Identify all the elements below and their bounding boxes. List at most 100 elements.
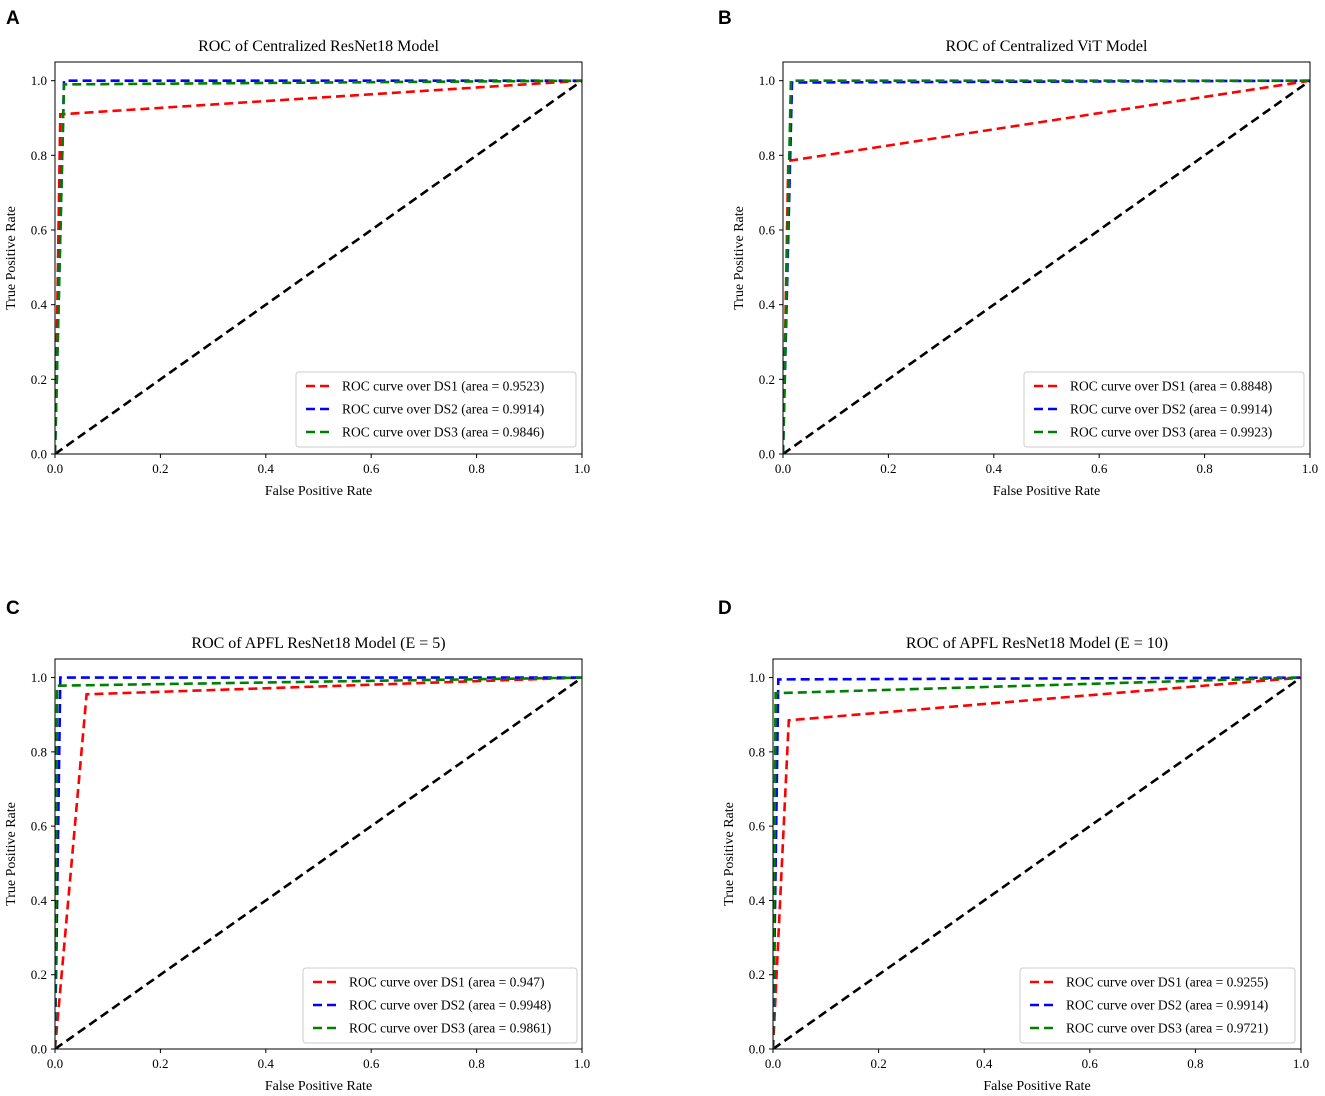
panel-letter: B — [718, 8, 732, 29]
x-tick-label: 1.0 — [1302, 461, 1318, 476]
x-axis-label: False Positive Rate — [265, 484, 372, 499]
y-tick-label: 0.8 — [31, 148, 47, 163]
y-tick-label: 0.2 — [31, 967, 47, 982]
axes-frame — [54, 658, 583, 1050]
x-tick-label: 0.8 — [1196, 461, 1212, 476]
x-tick-label: 0.4 — [976, 1056, 993, 1071]
legend: ROC curve over DS1 (area = 0.947) ROC cur… — [302, 967, 578, 1044]
chance-diagonal-line — [783, 79, 1310, 454]
roc-series-line-1 — [773, 676, 1301, 1049]
plot-area — [783, 79, 1310, 454]
x-axis-label: False Positive Rate — [265, 1079, 372, 1094]
x-tick-label: 0.0 — [765, 1056, 781, 1071]
legend-box — [1023, 371, 1305, 448]
y-tick-label: 0.2 — [31, 372, 47, 387]
x-tick-label: 0.0 — [47, 1056, 63, 1071]
x-tick-label: 1.0 — [574, 1056, 590, 1071]
x-tick-label: 0.6 — [1082, 1056, 1099, 1071]
y-axis-label: True Positive Rate — [4, 206, 19, 310]
chart-title: ROC of APFL ResNet18 Model (E = 5) — [191, 635, 445, 652]
roc-series-line-1 — [783, 79, 1310, 454]
y-axis-label: True Positive Rate — [732, 206, 747, 310]
legend-entry: ROC curve over DS2 (area = 0.9948) — [349, 998, 551, 1013]
axes-frame — [772, 658, 1302, 1050]
legend-entry: ROC curve over DS1 (area = 0.9255) — [1066, 975, 1268, 990]
roc-panel-a: A ROC of Centralized ResNet18 Model 0.0 0.2… — [4, 8, 590, 499]
axes-frame — [782, 61, 1311, 455]
plot-area — [55, 79, 582, 454]
legend-box — [302, 967, 578, 1044]
x-tick-label: 0.2 — [870, 1056, 886, 1071]
legend-box — [1019, 967, 1296, 1044]
plot-area — [773, 676, 1301, 1049]
y-tick-label: 1.0 — [749, 670, 765, 685]
roc-series-line-1 — [55, 676, 582, 1049]
chart-title: ROC of APFL ResNet18 Model (E = 10) — [906, 635, 1168, 652]
x-tick-label: 0.2 — [152, 461, 168, 476]
y-tick-label: 0.0 — [759, 447, 775, 462]
y-tick-label: 0.6 — [759, 223, 776, 238]
y-tick-label: 0.6 — [31, 223, 48, 238]
y-tick-label: 0.0 — [749, 1042, 765, 1057]
y-tick-label: 0.4 — [31, 297, 48, 312]
y-axis-label: True Positive Rate — [722, 802, 737, 906]
x-tick-label: 0.8 — [468, 1056, 484, 1071]
legend-entry: ROC curve over DS1 (area = 0.9523) — [342, 379, 544, 394]
legend-entry: ROC curve over DS3 (area = 0.9923) — [1070, 425, 1272, 440]
x-tick-label: 0.4 — [986, 461, 1003, 476]
roc-series-line-2 — [55, 676, 582, 1049]
y-tick-label: 0.8 — [749, 744, 765, 759]
x-tick-label: 0.0 — [47, 461, 63, 476]
chance-diagonal-line — [55, 676, 582, 1049]
y-tick-label: 0.2 — [749, 967, 765, 982]
x-tick-label: 0.2 — [880, 461, 896, 476]
legend-entry: ROC curve over DS2 (area = 0.9914) — [342, 402, 544, 417]
legend: ROC curve over DS1 (area = 0.9523) ROC cu… — [295, 371, 577, 448]
y-tick-label: 1.0 — [31, 73, 47, 88]
panel-letter: C — [6, 598, 20, 619]
roc-series-line-3 — [783, 79, 1310, 454]
legend-box — [295, 371, 577, 448]
x-tick-label: 1.0 — [1293, 1056, 1309, 1071]
x-tick-label: 0.8 — [1187, 1056, 1203, 1071]
chance-diagonal-line — [773, 676, 1301, 1049]
legend-entry: ROC curve over DS1 (area = 0.8848) — [1070, 379, 1272, 394]
legend-entry: ROC curve over DS2 (area = 0.9914) — [1070, 402, 1272, 417]
y-tick-label: 0.8 — [759, 148, 775, 163]
x-tick-label: 0.8 — [468, 461, 484, 476]
x-axis-label: False Positive Rate — [993, 484, 1100, 499]
x-tick-label: 0.6 — [363, 461, 380, 476]
roc-series-line-3 — [55, 79, 582, 454]
y-tick-label: 0.0 — [31, 447, 47, 462]
legend-entry: ROC curve over DS3 (area = 0.9861) — [349, 1021, 551, 1036]
y-tick-label: 0.0 — [31, 1042, 47, 1057]
x-tick-label: 0.4 — [258, 1056, 275, 1071]
legend-entry: ROC curve over DS3 (area = 0.9721) — [1066, 1021, 1268, 1036]
y-tick-label: 0.6 — [31, 819, 48, 834]
y-tick-label: 0.6 — [749, 819, 766, 834]
roc-series-line-3 — [773, 676, 1301, 1049]
panel-letter: D — [718, 598, 732, 619]
x-tick-label: 0.6 — [1091, 461, 1108, 476]
y-tick-label: 1.0 — [759, 73, 775, 88]
legend-entry: ROC curve over DS2 (area = 0.9914) — [1066, 998, 1268, 1013]
roc-panel-b: B ROC of Centralized ViT Model 0.0 0.2 0.4 0.… — [718, 8, 1318, 499]
chart-title: ROC of Centralized ViT Model — [946, 38, 1149, 55]
y-tick-label: 0.4 — [749, 893, 766, 908]
panel-letter: A — [6, 8, 20, 29]
x-tick-label: 0.4 — [258, 461, 275, 476]
x-tick-label: 0.0 — [775, 461, 791, 476]
y-tick-label: 0.4 — [31, 893, 48, 908]
chart-title: ROC of Centralized ResNet18 Model — [198, 38, 439, 55]
y-tick-label: 0.8 — [31, 744, 47, 759]
legend: ROC curve over DS1 (area = 0.8848) ROC cu… — [1023, 371, 1305, 448]
y-axis-label: True Positive Rate — [4, 802, 19, 906]
axes-frame — [54, 61, 583, 455]
y-tick-label: 0.2 — [759, 372, 775, 387]
x-tick-label: 0.2 — [152, 1056, 168, 1071]
y-tick-label: 1.0 — [31, 670, 47, 685]
roc-series-line-2 — [773, 676, 1301, 1049]
x-tick-label: 0.6 — [363, 1056, 380, 1071]
